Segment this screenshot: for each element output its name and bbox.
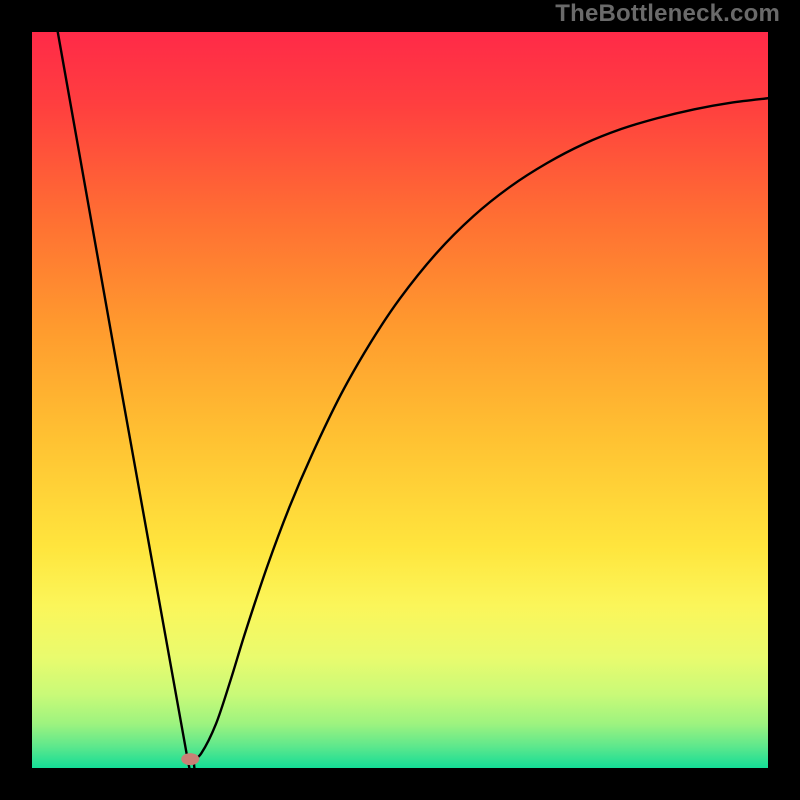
gradient-background xyxy=(32,32,768,768)
chart-frame: TheBottleneck.com xyxy=(0,0,800,800)
watermark-label: TheBottleneck.com xyxy=(555,0,780,28)
plot-svg xyxy=(32,32,768,768)
minimum-marker xyxy=(181,753,199,765)
plot-area xyxy=(32,32,768,768)
